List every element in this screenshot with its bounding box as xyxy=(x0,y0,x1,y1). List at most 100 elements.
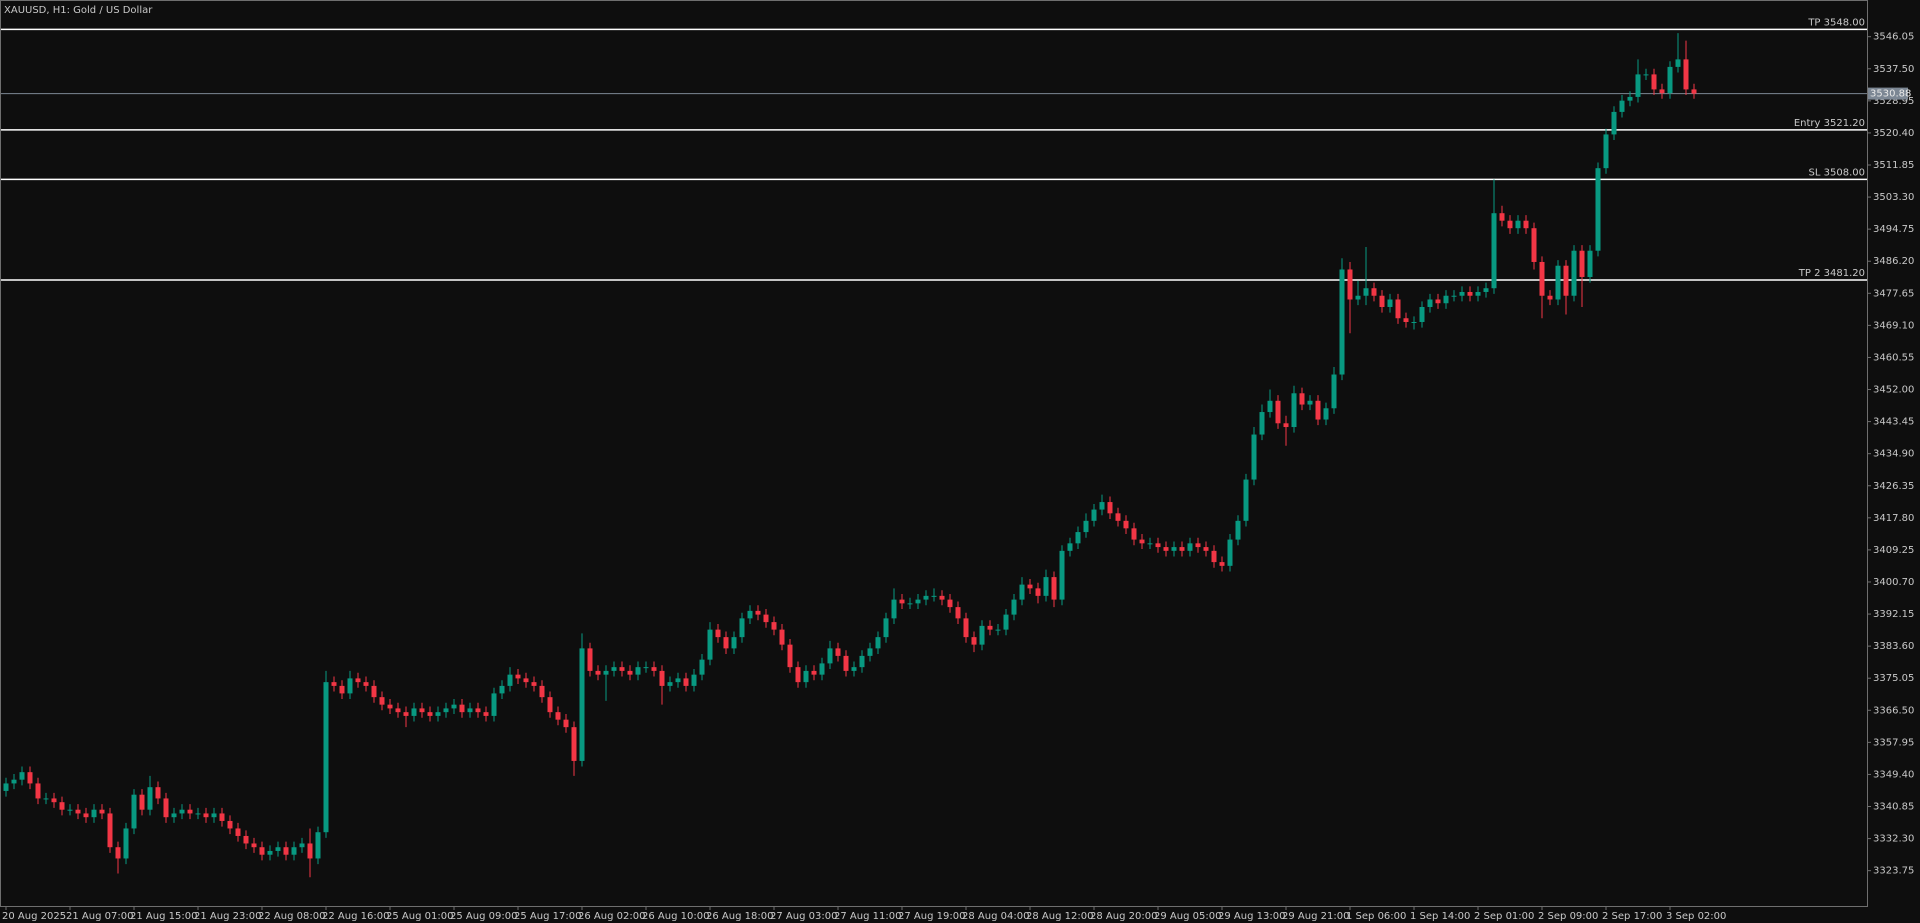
x-tick-label: 28 Aug 12:00 xyxy=(1026,911,1093,922)
x-tick-label: 22 Aug 16:00 xyxy=(322,911,389,922)
candle-body xyxy=(299,843,305,848)
candle-body xyxy=(643,667,649,669)
x-tick-label: 1 Sep 06:00 xyxy=(1346,911,1406,922)
candle-body xyxy=(1235,520,1241,540)
candle-body xyxy=(595,670,601,675)
candle-body xyxy=(507,674,513,686)
candle-body xyxy=(1643,74,1649,76)
candle-body xyxy=(667,682,673,686)
y-tick-label: 3417.80 xyxy=(1873,513,1914,524)
candle-body xyxy=(1051,577,1057,600)
candle-body xyxy=(419,708,425,713)
candle-body xyxy=(403,712,409,716)
candle-body xyxy=(1571,250,1577,296)
y-tick-label: 3323.75 xyxy=(1873,866,1914,877)
candle-body xyxy=(1651,74,1657,90)
candle-body xyxy=(1395,299,1401,319)
candle-body xyxy=(1083,520,1089,533)
candle-body xyxy=(67,809,73,811)
candle-body xyxy=(939,595,945,600)
candle-body xyxy=(1403,318,1409,322)
x-tick-label: 26 Aug 18:00 xyxy=(706,911,773,922)
candle-body xyxy=(1379,295,1385,307)
candle-body xyxy=(1683,59,1689,90)
candle-body xyxy=(1427,299,1433,307)
candle-body xyxy=(1147,543,1153,545)
candle-body xyxy=(1627,96,1633,101)
candle-body xyxy=(211,813,217,818)
candle-body xyxy=(707,629,713,660)
candle-body xyxy=(723,637,729,649)
candle-body xyxy=(1587,250,1593,277)
candle-body xyxy=(899,599,905,604)
candle-body xyxy=(923,595,929,600)
x-tick-label: 21 Aug 07:00 xyxy=(66,911,133,922)
candle-body xyxy=(355,678,361,683)
candle-body xyxy=(139,794,145,810)
candle-body xyxy=(99,809,105,814)
candle-body xyxy=(1299,393,1305,405)
candle-body xyxy=(387,704,393,709)
candle-body xyxy=(931,595,937,597)
x-tick-label: 21 Aug 23:00 xyxy=(194,911,261,922)
candle-body xyxy=(283,847,289,855)
candle-body xyxy=(1123,520,1129,529)
candle-body xyxy=(1011,599,1017,615)
level-label: Entry 3521.20 xyxy=(1794,118,1865,129)
candle-body xyxy=(1059,550,1065,600)
candle-body xyxy=(1675,59,1681,67)
candle-body xyxy=(1419,306,1425,322)
level-label: TP 3548.00 xyxy=(1807,17,1865,28)
x-tick-label: 29 Aug 13:00 xyxy=(1218,911,1285,922)
x-tick-label: 25 Aug 09:00 xyxy=(450,911,517,922)
y-tick-label: 3494.75 xyxy=(1873,224,1914,235)
candle-body xyxy=(1107,502,1113,514)
candle-body xyxy=(579,648,585,761)
candle-body xyxy=(811,670,817,675)
candle-body xyxy=(523,678,529,683)
y-tick-label: 3400.70 xyxy=(1873,577,1914,588)
candle-body xyxy=(1131,528,1137,540)
candle-body xyxy=(1075,532,1081,544)
level-label: SL 3508.00 xyxy=(1809,167,1865,178)
candle-body xyxy=(1171,547,1177,551)
candle-body xyxy=(1115,513,1121,521)
candle-body xyxy=(947,599,953,608)
candle-body xyxy=(835,648,841,656)
x-tick-label: 2 Sep 17:00 xyxy=(1602,911,1662,922)
candle-body xyxy=(347,678,353,694)
candle-body xyxy=(131,794,137,829)
candle-body xyxy=(123,828,129,859)
candle-body xyxy=(1355,295,1361,300)
y-tick-label: 3434.90 xyxy=(1873,449,1914,460)
candle-body xyxy=(155,787,161,799)
candle-body xyxy=(1523,220,1529,229)
y-tick-label: 3460.55 xyxy=(1873,352,1914,363)
candle-body xyxy=(1251,434,1257,480)
candle-body xyxy=(291,847,297,855)
candle-body xyxy=(1099,502,1105,510)
candle-body xyxy=(1483,288,1489,292)
candle-body xyxy=(1187,543,1193,551)
candle-body xyxy=(1411,321,1417,323)
candle-body xyxy=(43,798,49,800)
y-tick-label: 3392.15 xyxy=(1873,609,1914,620)
candle-body xyxy=(699,659,705,675)
candle-body xyxy=(875,637,881,649)
x-tick-label: 20 Aug 2025 xyxy=(2,911,66,922)
candle-body xyxy=(1531,228,1537,262)
candle-body xyxy=(371,685,377,698)
candle-body xyxy=(115,847,121,859)
candle-body xyxy=(883,618,889,638)
x-tick-label: 27 Aug 19:00 xyxy=(898,911,965,922)
x-tick-label: 25 Aug 01:00 xyxy=(386,911,453,922)
candle-body xyxy=(11,779,17,784)
candle-body xyxy=(715,629,721,638)
candle-body xyxy=(1507,220,1513,229)
candle-body xyxy=(163,798,169,818)
candle-body xyxy=(851,667,857,671)
candle-body xyxy=(267,850,273,855)
candle-body xyxy=(171,813,177,818)
y-tick-label: 3383.60 xyxy=(1873,641,1914,652)
